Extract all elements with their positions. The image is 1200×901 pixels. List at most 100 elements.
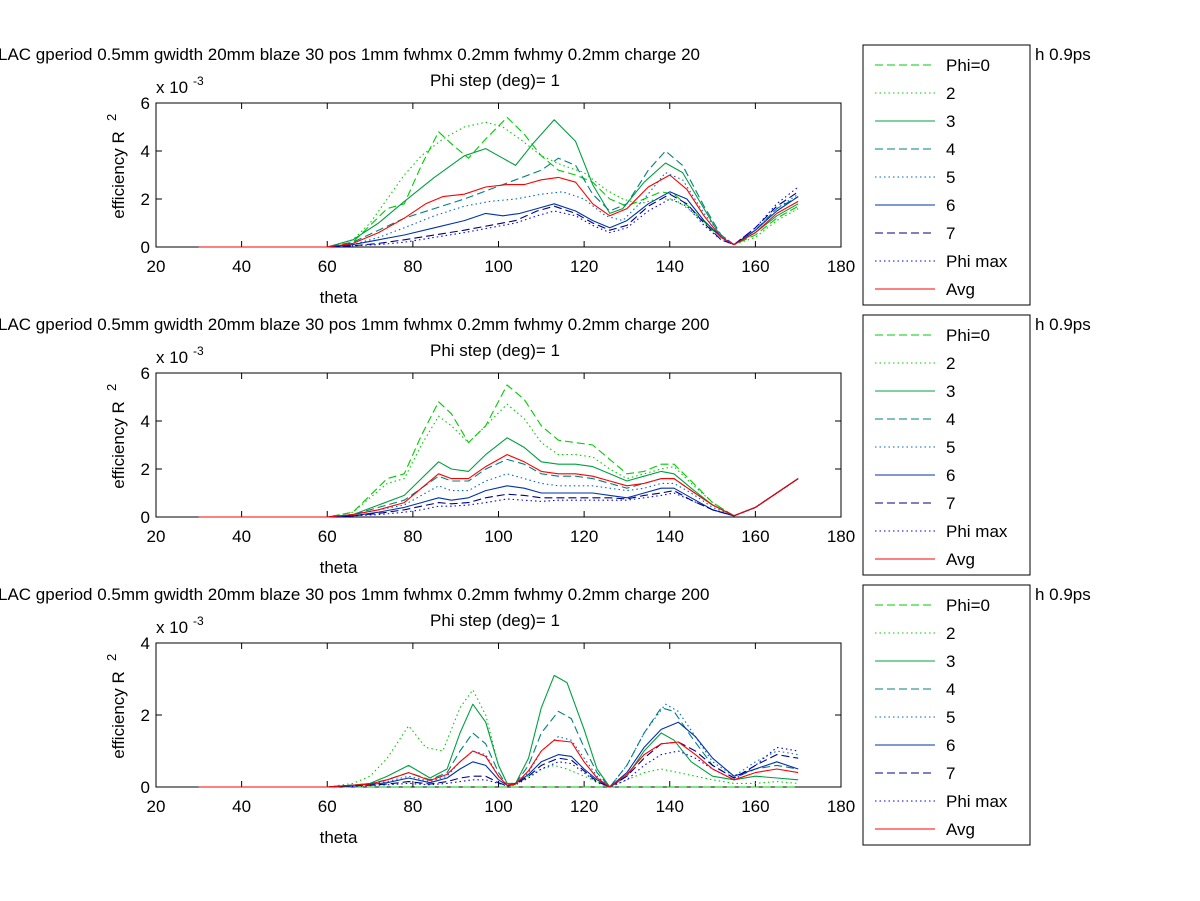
series-line-8: [198, 174, 799, 248]
legend-label: 3: [946, 112, 955, 131]
x-tick-label: 100: [484, 527, 512, 546]
legend-label: Avg: [946, 550, 975, 569]
x-axis-label: theta: [320, 558, 358, 577]
x-tick-label: 100: [484, 797, 512, 816]
legend-label: 6: [946, 736, 955, 755]
series-line-8: [198, 739, 799, 788]
legend-label: Avg: [946, 280, 975, 299]
exponent-superscript: -3: [193, 74, 204, 88]
y-axis-label-superscript: 2: [104, 384, 119, 391]
series-line-8: [198, 454, 799, 518]
y-axis-label-group: efficiency R 2: [104, 114, 128, 219]
exponent-label: x 10: [156, 78, 188, 97]
subplot-2: 20 40 60 80 100 120 140 160 180 0 2 4 6 x 10 -3 theta ef…: [0, 314, 1091, 577]
legend-label: Phi max: [946, 522, 1008, 541]
y-tick-label: 2: [141, 190, 150, 209]
legend-label: 3: [946, 652, 955, 671]
series-line-7: [198, 478, 799, 518]
x-tick-label: 80: [403, 257, 422, 276]
x-tick-label: 120: [570, 797, 598, 816]
legend-label: 6: [946, 466, 955, 485]
series-line-2: [198, 437, 799, 518]
chart-title: LAC gperiod 0.5mm gwidth 20mm blaze 30 p…: [0, 315, 709, 334]
legend: Phi=0 2 3 4 5 6 7 Phi max Avg: [862, 44, 1031, 306]
y-axis-label: efficiency R: [109, 401, 128, 489]
series-line-7: [198, 746, 799, 788]
legend-label: 6: [946, 196, 955, 215]
y-tick-label: 6: [141, 364, 150, 383]
chart-title: LAC gperiod 0.5mm gwidth 20mm blaze 30 p…: [0, 585, 709, 604]
legend-label: 7: [946, 224, 955, 243]
series-line-0: [198, 116, 799, 248]
chart-subtitle: Phi step (deg)= 1: [430, 341, 560, 360]
chart-title-tail: h 0.9ps: [1035, 45, 1091, 64]
x-tick-label: 140: [656, 797, 684, 816]
chart-title: LAC gperiod 0.5mm gwidth 20mm blaze 30 p…: [0, 45, 700, 64]
series-line-1: [198, 403, 799, 518]
series-line-1: [198, 121, 799, 248]
legend-label: 5: [946, 708, 955, 727]
x-tick-label: 80: [403, 527, 422, 546]
series-line-6: [198, 478, 799, 518]
legend: Phi=0 2 3 4 5 6 7 Phi max Avg: [862, 314, 1031, 576]
legend-label: Phi max: [946, 792, 1008, 811]
legend-label: 4: [946, 410, 955, 429]
legend-label: Avg: [946, 820, 975, 839]
chart-subtitle: Phi step (deg)= 1: [430, 611, 560, 630]
x-tick-label: 140: [656, 257, 684, 276]
x-axis-label: theta: [320, 828, 358, 847]
legend-label: Phi=0: [946, 596, 990, 615]
legend-label: 2: [946, 624, 955, 643]
x-tick-label: 60: [318, 257, 337, 276]
x-tick-label: 60: [318, 527, 337, 546]
x-tick-label: 160: [741, 797, 769, 816]
x-tick-label: 20: [147, 797, 166, 816]
y-tick-label: 4: [141, 412, 150, 431]
x-tick-label: 120: [570, 257, 598, 276]
legend-box: [862, 314, 1031, 576]
x-tick-label: 180: [827, 257, 855, 276]
x-tick-label: 40: [232, 797, 251, 816]
legend-label: 2: [946, 84, 955, 103]
x-tick-label: 60: [318, 797, 337, 816]
y-tick-label: 0: [141, 238, 150, 257]
legend-label: Phi=0: [946, 56, 990, 75]
axes-frame: [155, 102, 842, 248]
y-tick-label: 4: [141, 634, 150, 653]
legend-label: 4: [946, 680, 955, 699]
subplot-3: 20 40 60 80 100 120 140 160 180 0 2 4 x 10 -3 theta eff…: [0, 584, 1091, 847]
y-axis-label-group: efficiency R 2: [104, 384, 128, 489]
x-tick-label: 100: [484, 257, 512, 276]
x-tick-label: 180: [827, 527, 855, 546]
y-axis-label-superscript: 2: [104, 654, 119, 661]
x-tick-label: 160: [741, 527, 769, 546]
exponent-superscript: -3: [193, 344, 204, 358]
series-line-5: [198, 478, 799, 518]
legend-label: 4: [946, 140, 955, 159]
x-tick-label: 120: [570, 527, 598, 546]
x-tick-label: 20: [147, 527, 166, 546]
y-tick-label: 2: [141, 460, 150, 479]
exponent-label: x 10: [156, 348, 188, 367]
legend-label: Phi=0: [946, 326, 990, 345]
y-tick-label: 4: [141, 142, 150, 161]
legend-label: 5: [946, 438, 955, 457]
legend-box: [862, 584, 1031, 846]
series-line-2: [198, 674, 799, 788]
series-line-0: [198, 384, 799, 518]
x-tick-label: 140: [656, 527, 684, 546]
x-axis-label: theta: [320, 288, 358, 307]
y-tick-label: 2: [141, 706, 150, 725]
legend-box: [862, 44, 1031, 306]
legend-label: 7: [946, 764, 955, 783]
x-tick-label: 40: [232, 527, 251, 546]
legend-label: 2: [946, 354, 955, 373]
y-tick-label: 6: [141, 94, 150, 113]
series-line-5: [198, 721, 799, 788]
x-tick-label: 40: [232, 257, 251, 276]
y-axis-label-group: efficiency R 2: [104, 654, 128, 759]
legend-label: 7: [946, 494, 955, 513]
y-tick-label: 0: [141, 778, 150, 797]
x-tick-label: 80: [403, 797, 422, 816]
